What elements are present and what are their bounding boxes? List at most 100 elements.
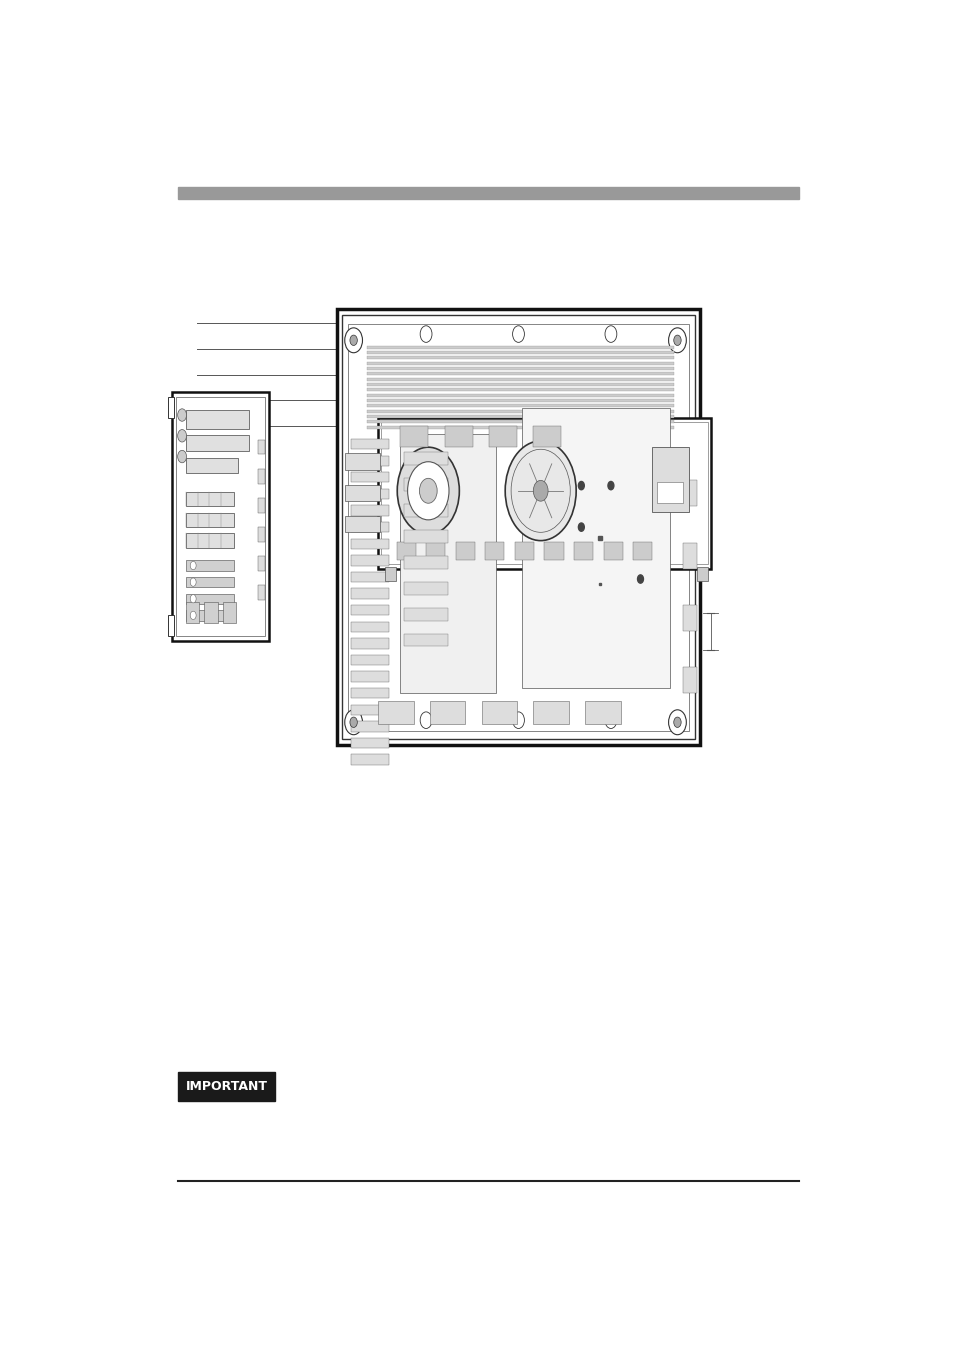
Circle shape — [177, 450, 187, 462]
Bar — [186, 457, 237, 473]
Bar — [367, 421, 673, 423]
Bar — [222, 601, 235, 623]
Bar — [168, 398, 173, 418]
Bar — [426, 542, 445, 561]
Bar — [186, 593, 233, 604]
Bar — [456, 542, 475, 561]
Bar — [351, 506, 389, 516]
Bar — [186, 435, 249, 452]
Bar — [204, 601, 217, 623]
Circle shape — [396, 448, 459, 534]
Bar — [351, 721, 389, 732]
Bar — [257, 557, 265, 570]
Bar — [168, 615, 173, 636]
Circle shape — [673, 717, 680, 728]
Bar — [351, 705, 389, 714]
Bar — [403, 453, 448, 465]
Bar — [351, 472, 389, 483]
Circle shape — [344, 328, 362, 353]
Bar — [400, 434, 496, 693]
Bar — [367, 383, 673, 386]
Circle shape — [407, 462, 449, 520]
Bar — [186, 534, 233, 547]
Bar — [651, 448, 688, 511]
Bar — [351, 755, 389, 764]
Bar — [367, 346, 673, 349]
Bar — [186, 577, 233, 588]
Bar — [186, 601, 199, 623]
Bar — [351, 522, 389, 532]
Bar — [172, 392, 269, 642]
Bar — [351, 737, 389, 748]
Bar — [347, 324, 689, 731]
Bar — [544, 542, 563, 561]
Bar — [488, 426, 517, 448]
Bar — [367, 415, 673, 418]
Bar — [380, 422, 707, 565]
Bar — [367, 399, 673, 402]
Circle shape — [512, 712, 524, 728]
Circle shape — [419, 479, 436, 503]
Bar — [351, 588, 389, 599]
Circle shape — [190, 578, 196, 586]
Circle shape — [607, 481, 613, 489]
Bar — [351, 539, 389, 549]
Bar — [603, 542, 622, 561]
Bar — [367, 404, 673, 407]
Bar — [377, 418, 710, 569]
Circle shape — [604, 712, 617, 728]
Bar — [515, 542, 534, 561]
Bar — [257, 439, 265, 454]
Circle shape — [419, 712, 432, 728]
Bar — [521, 407, 669, 687]
Circle shape — [419, 326, 432, 342]
Bar — [403, 530, 448, 543]
Bar — [178, 186, 799, 200]
Bar — [257, 527, 265, 542]
Circle shape — [350, 336, 357, 345]
Bar — [584, 701, 619, 724]
Bar — [186, 611, 233, 620]
Bar — [429, 701, 465, 724]
Bar — [385, 566, 395, 581]
Circle shape — [344, 710, 362, 735]
Bar — [697, 566, 707, 581]
Circle shape — [177, 408, 187, 421]
Circle shape — [190, 594, 196, 603]
Circle shape — [668, 328, 685, 353]
Bar — [257, 585, 265, 600]
Circle shape — [177, 430, 187, 442]
Bar — [186, 512, 233, 527]
Bar — [351, 555, 389, 566]
Bar — [178, 1072, 274, 1101]
Bar — [186, 410, 249, 429]
Bar — [367, 388, 673, 391]
Circle shape — [673, 336, 680, 345]
Bar — [400, 426, 428, 448]
Bar — [403, 634, 448, 647]
Bar — [351, 621, 389, 632]
Bar — [351, 605, 389, 615]
Bar — [682, 667, 696, 693]
Bar — [682, 480, 696, 507]
Bar — [344, 453, 380, 470]
Bar — [403, 608, 448, 620]
Bar — [351, 638, 389, 648]
Bar — [633, 542, 652, 561]
Bar — [257, 469, 265, 484]
Bar — [337, 309, 699, 745]
Circle shape — [604, 326, 617, 342]
Bar — [351, 439, 389, 449]
Bar — [403, 582, 448, 594]
Circle shape — [190, 611, 196, 620]
Bar — [533, 426, 560, 448]
Bar — [344, 484, 380, 501]
Bar — [367, 394, 673, 396]
Bar — [186, 561, 233, 570]
Bar — [574, 542, 593, 561]
Bar — [403, 504, 448, 516]
Bar — [176, 398, 265, 636]
Bar — [444, 426, 472, 448]
Bar — [367, 356, 673, 360]
Bar — [533, 701, 568, 724]
